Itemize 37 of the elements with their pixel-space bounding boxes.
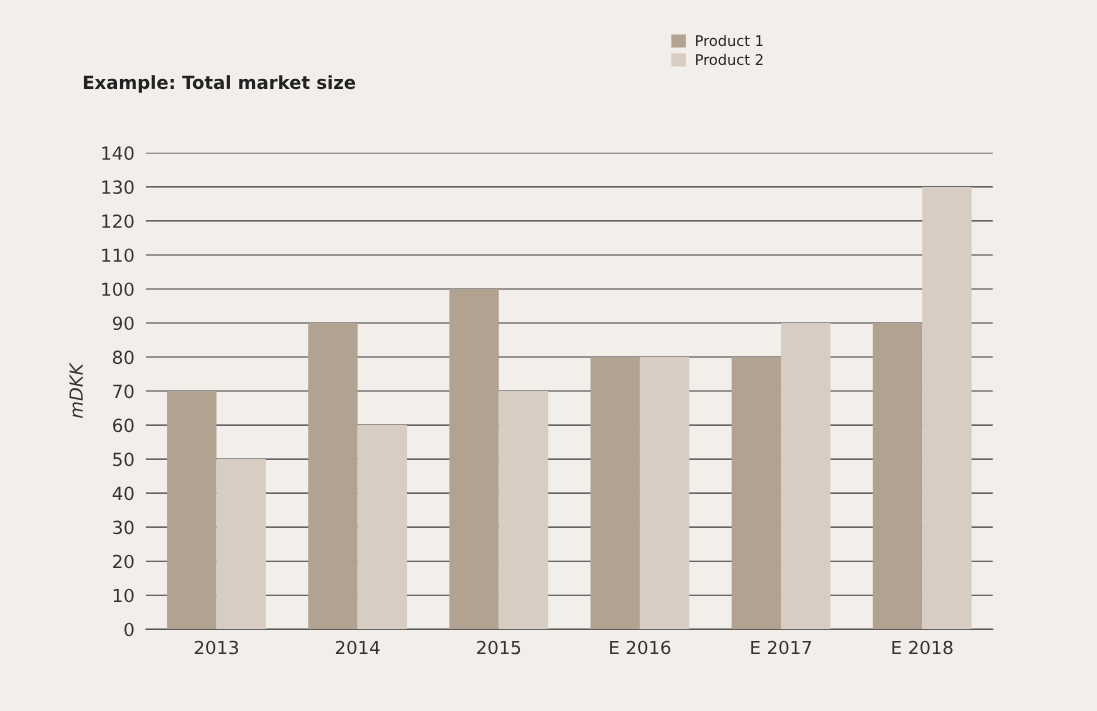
y-tick-label: 60 (113, 418, 134, 433)
x-tick-label: E 2018 (892, 640, 953, 655)
bar (590, 357, 640, 630)
bar (639, 357, 690, 630)
legend-label: Product 1 (696, 34, 763, 47)
bar (216, 459, 266, 630)
bar (498, 391, 549, 630)
y-tick-label: 80 (113, 350, 134, 365)
bar (167, 391, 217, 630)
y-tick-label: 70 (113, 384, 134, 399)
y-tick-label: 100 (102, 282, 134, 297)
x-tick-label: E 2016 (610, 640, 671, 655)
y-tick-label: 140 (102, 146, 134, 160)
y-tick-label: 120 (102, 214, 134, 229)
chart-title: Example: Total market size (83, 75, 356, 93)
x-tick-label: E 2017 (751, 640, 812, 655)
bar (922, 186, 972, 630)
y-tick-label: 40 (112, 486, 134, 501)
legend-label: Product 2 (696, 53, 763, 66)
y-tick-label: 90 (112, 316, 134, 331)
y-tick-label: 110 (102, 248, 134, 263)
bar (872, 323, 923, 630)
y-tick-label: 0 (124, 622, 134, 637)
y-axis-title: mDKK (69, 362, 83, 418)
bar (357, 425, 408, 630)
y-tick-label: 130 (102, 180, 134, 195)
bar (731, 357, 782, 630)
y-tick-label: 50 (113, 452, 134, 467)
y-tick-label: 30 (113, 520, 134, 535)
bar (781, 323, 831, 630)
x-tick-label: 2014 (335, 640, 380, 655)
bar (308, 323, 358, 630)
x-tick-label: 2015 (477, 640, 521, 655)
y-tick-label: 10 (113, 588, 134, 603)
y-tick-label: 20 (113, 554, 134, 569)
x-tick-label: 2013 (194, 640, 238, 655)
bar (449, 288, 499, 630)
